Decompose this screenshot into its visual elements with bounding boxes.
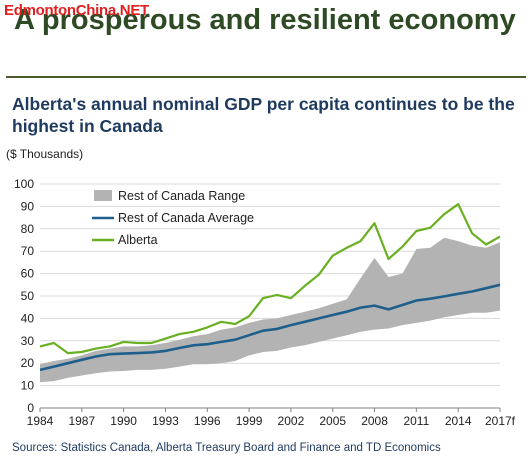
legend: Rest of Canada Range Rest of Canada Avera… [92,189,254,247]
range-band-layer [40,237,500,383]
legend-label-line: Rest of Canada Average [118,211,254,225]
y-axis-unit-label: ($ Thousands) [6,147,84,161]
x-tick-label: 1990 [110,414,137,428]
y-tick-label: 80 [21,222,35,236]
x-tick-label: 1996 [194,414,221,428]
y-tick-label: 100 [14,177,34,191]
y-tick-label: 70 [21,244,35,258]
chart-title: Alberta's annual nominal GDP per capita … [12,94,515,136]
y-tick-label: 30 [21,334,35,348]
x-tick-label: 1984 [27,414,54,428]
axes-layer: 0 10 20 30 40 50 60 70 80 90 100 1984 1987 1990 1993 19… [14,177,516,428]
legend-swatch-range [94,190,112,201]
x-tick-label: 2005 [319,414,346,428]
x-tick-label: 1999 [236,414,263,428]
series-rest-of-canada-average [39,283,501,372]
x-tick-label: 2014 [445,414,472,428]
x-tick-label: 1993 [152,414,179,428]
y-tick-label: 50 [21,289,35,303]
title-divider [6,76,526,78]
series-rest-of-canada-range [40,237,500,383]
y-tick-label: 40 [21,311,35,325]
legend-label-range: Rest of Canada Range [118,189,245,203]
series-alberta [39,203,501,355]
y-tick-label: 60 [21,267,35,281]
watermark: EdmontonChina.NET [4,2,149,19]
slide-title: A prosperous and resilient economy [14,4,516,36]
x-tick-label: 1987 [68,414,95,428]
series-lines-layer [39,203,501,372]
y-tick-label: 90 [21,199,35,213]
y-tick-label: 20 [21,356,35,370]
x-tick-label: 2002 [278,414,305,428]
source-note: Sources: Statistics Canada, Alberta Trea… [12,442,441,454]
x-tick-label: 2011 [403,414,429,428]
y-tick-label: 10 [21,379,35,393]
legend-label-line: Alberta [118,233,158,247]
y-tick-label: 0 [27,401,34,415]
x-tick-label: 2017f [485,414,516,428]
x-tick-label: 2008 [361,414,388,428]
